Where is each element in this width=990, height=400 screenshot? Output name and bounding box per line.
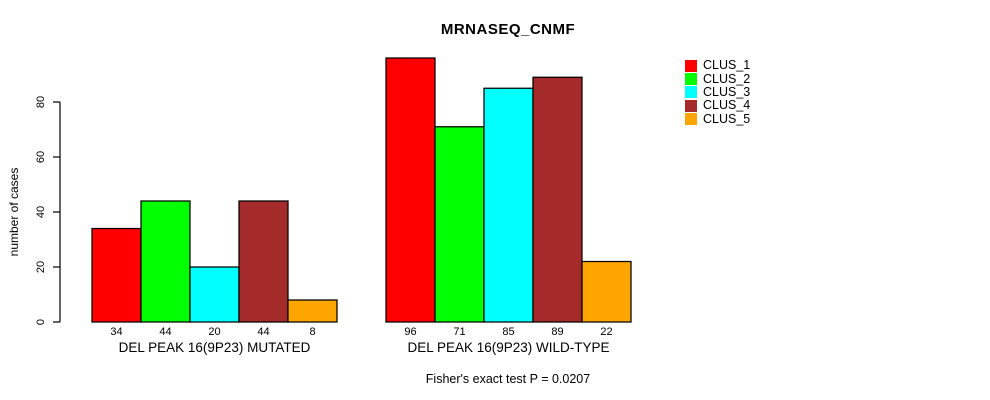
- y-tick-label: 0: [35, 319, 47, 325]
- legend-item-clus_1: CLUS_1: [685, 59, 750, 72]
- group-label: DEL PEAK 16(9P23) WILD-TYPE: [407, 340, 609, 355]
- bar-clus_4-group2: [532, 76, 583, 323]
- legend-label: CLUS_1: [703, 58, 751, 73]
- legend-item-clus_2: CLUS_2: [685, 71, 751, 86]
- y-tick-label: 60: [35, 151, 47, 163]
- legend: CLUS_1 CLUS_2 CLUS_3 CLUS_4 CLUS_5: [685, 59, 750, 126]
- legend-swatch-clus_4: [685, 99, 697, 112]
- bar-clus_3-group1: [189, 266, 240, 323]
- bar-clus_3-group2: [483, 87, 534, 323]
- bar-value-label: 22: [600, 326, 612, 338]
- bar-clus_1-group2: [385, 57, 436, 323]
- y-tick-label: 80: [35, 96, 47, 108]
- bar-clus_1-group1: [91, 227, 142, 323]
- bar-value-label: 85: [502, 326, 514, 338]
- legend-item-clus_3: CLUS_3: [685, 84, 751, 99]
- legend-label: CLUS_3: [703, 84, 751, 99]
- annotation-fishers-test: Fisher's exact test P = 0.0207: [425, 372, 591, 386]
- legend-item-clus_5: CLUS_5: [685, 111, 751, 126]
- bar-value-label: 8: [309, 326, 315, 338]
- bar-value-label: 96: [404, 326, 416, 338]
- y-tick-label: 20: [35, 261, 47, 273]
- legend-swatch-clus_2: [685, 73, 697, 86]
- bar-value-label: 20: [208, 326, 220, 338]
- bar-clus_5-group2: [581, 260, 632, 323]
- bar-clus_4-group1: [238, 200, 289, 323]
- bar-clus_2-group1: [140, 200, 191, 323]
- legend-swatch-clus_1: [685, 59, 697, 72]
- group-label: DEL PEAK 16(9P23) MUTATED: [119, 340, 311, 355]
- y-axis-label: number of cases: [7, 167, 21, 257]
- bar-value-label: 34: [110, 326, 122, 338]
- bar-value-label: 44: [257, 326, 269, 338]
- legend-item-clus_4: CLUS_4: [685, 99, 750, 112]
- legend-label: CLUS_2: [703, 71, 751, 86]
- bar-clus_5-group1: [287, 299, 338, 323]
- legend-label: CLUS_4: [703, 98, 751, 113]
- bar-clus_2-group2: [434, 126, 485, 323]
- legend-label: CLUS_5: [703, 111, 751, 126]
- chart-title: MRNASEQ_CNMF: [440, 21, 576, 38]
- y-tick-label: 40: [35, 206, 47, 218]
- legend-swatch-clus_5: [685, 113, 697, 126]
- legend-swatch-clus_3: [685, 86, 697, 99]
- bar-value-label: 44: [159, 326, 171, 338]
- bar-value-label: 71: [453, 326, 465, 338]
- bar-value-label: 89: [551, 326, 563, 338]
